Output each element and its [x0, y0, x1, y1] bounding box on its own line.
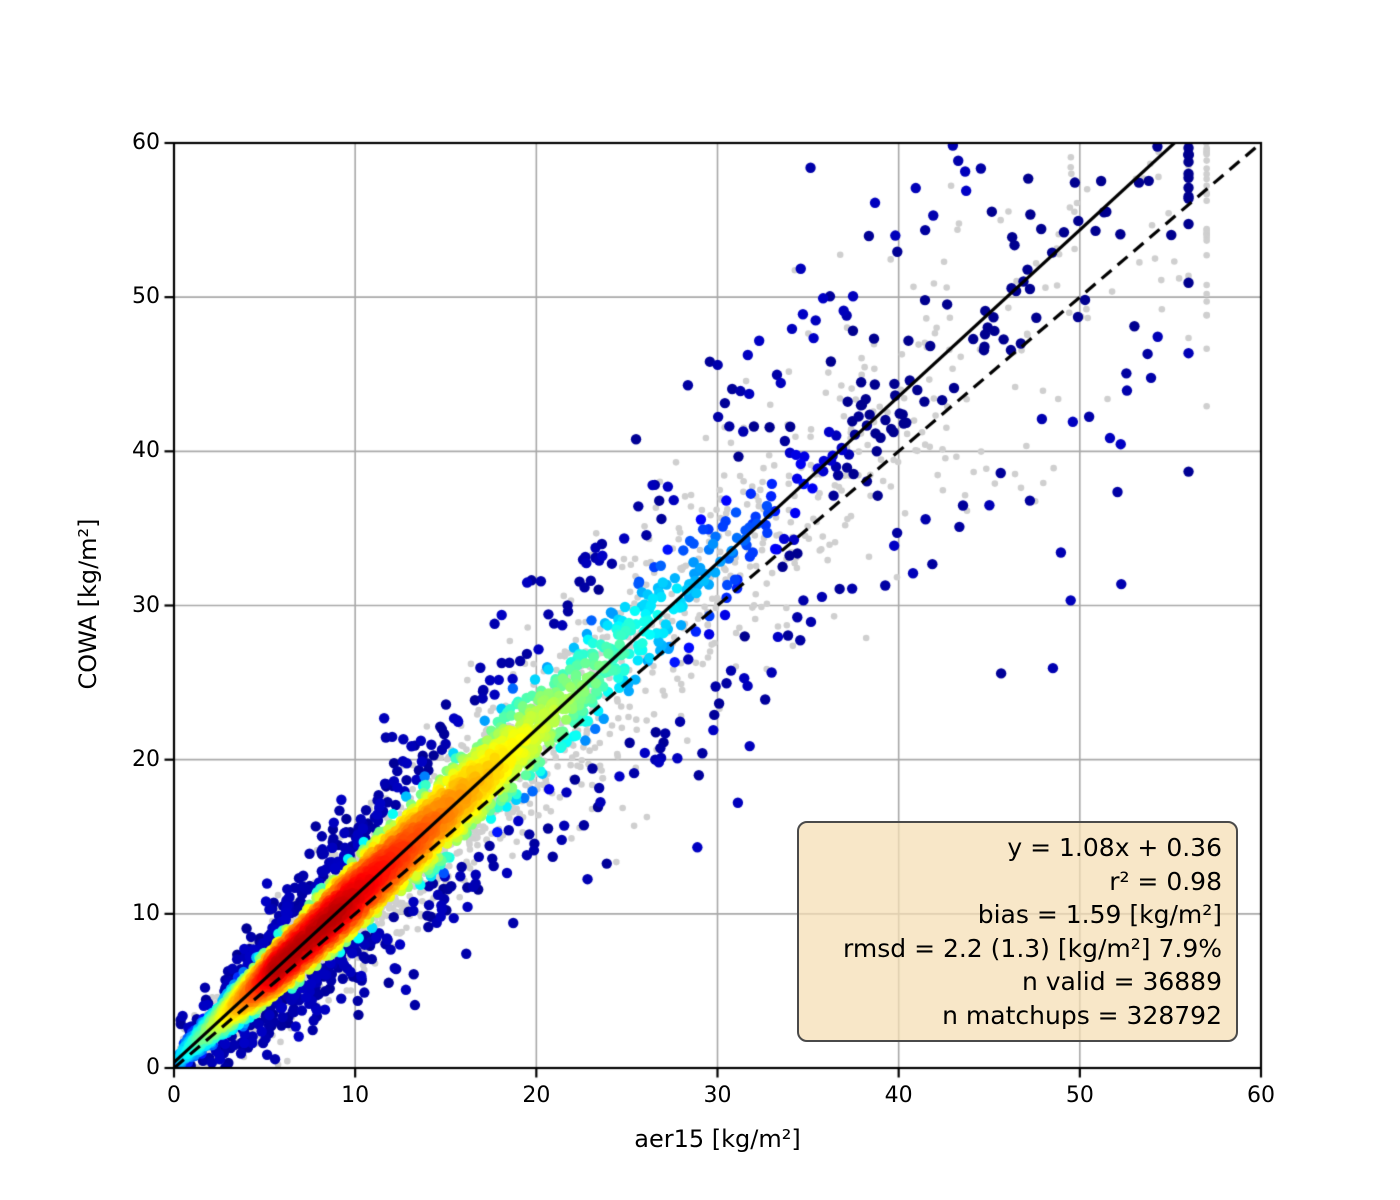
y-tick-label: 10 — [132, 900, 160, 926]
y-tick-label: 60 — [132, 130, 160, 155]
stats-line-bias: bias = 1.59 [kg/m²] — [977, 900, 1222, 929]
y-tick-label: 0 — [146, 1055, 160, 1080]
stats-line-rmsd: rmsd = 2.2 (1.3) [kg/m²] 7.9% — [843, 933, 1222, 963]
stats-line-n-matchups: n matchups = 328792 — [942, 1000, 1222, 1030]
x-tick-label: 10 — [341, 1083, 370, 1108]
x-tick-label: 40 — [884, 1083, 913, 1108]
y-tick-label: 20 — [132, 746, 160, 772]
x-axis-label: aer15 [kg/m²] — [634, 1125, 801, 1153]
stats-line-equation: y = 1.08x + 0.36 — [1007, 833, 1222, 862]
x-tick-label: 50 — [1065, 1083, 1094, 1108]
x-tick-label: 20 — [522, 1083, 551, 1108]
y-tick-label: 50 — [132, 284, 160, 310]
y-tick-label: 30 — [132, 592, 160, 618]
x-tick-label: 60 — [1247, 1083, 1275, 1108]
y-tick-label: 40 — [132, 438, 160, 464]
x-tick-label: 30 — [703, 1083, 732, 1108]
stats-line-r2: r² = 0.98 — [1109, 866, 1222, 896]
stats-line-n-valid: n valid = 36889 — [1021, 967, 1222, 996]
y-axis-label: COWA [kg/m²] — [74, 517, 102, 690]
stats-box: y = 1.08x + 0.36 r² = 0.98 bias = 1.59 [… — [797, 821, 1238, 1042]
x-tick-label: 0 — [167, 1083, 181, 1108]
